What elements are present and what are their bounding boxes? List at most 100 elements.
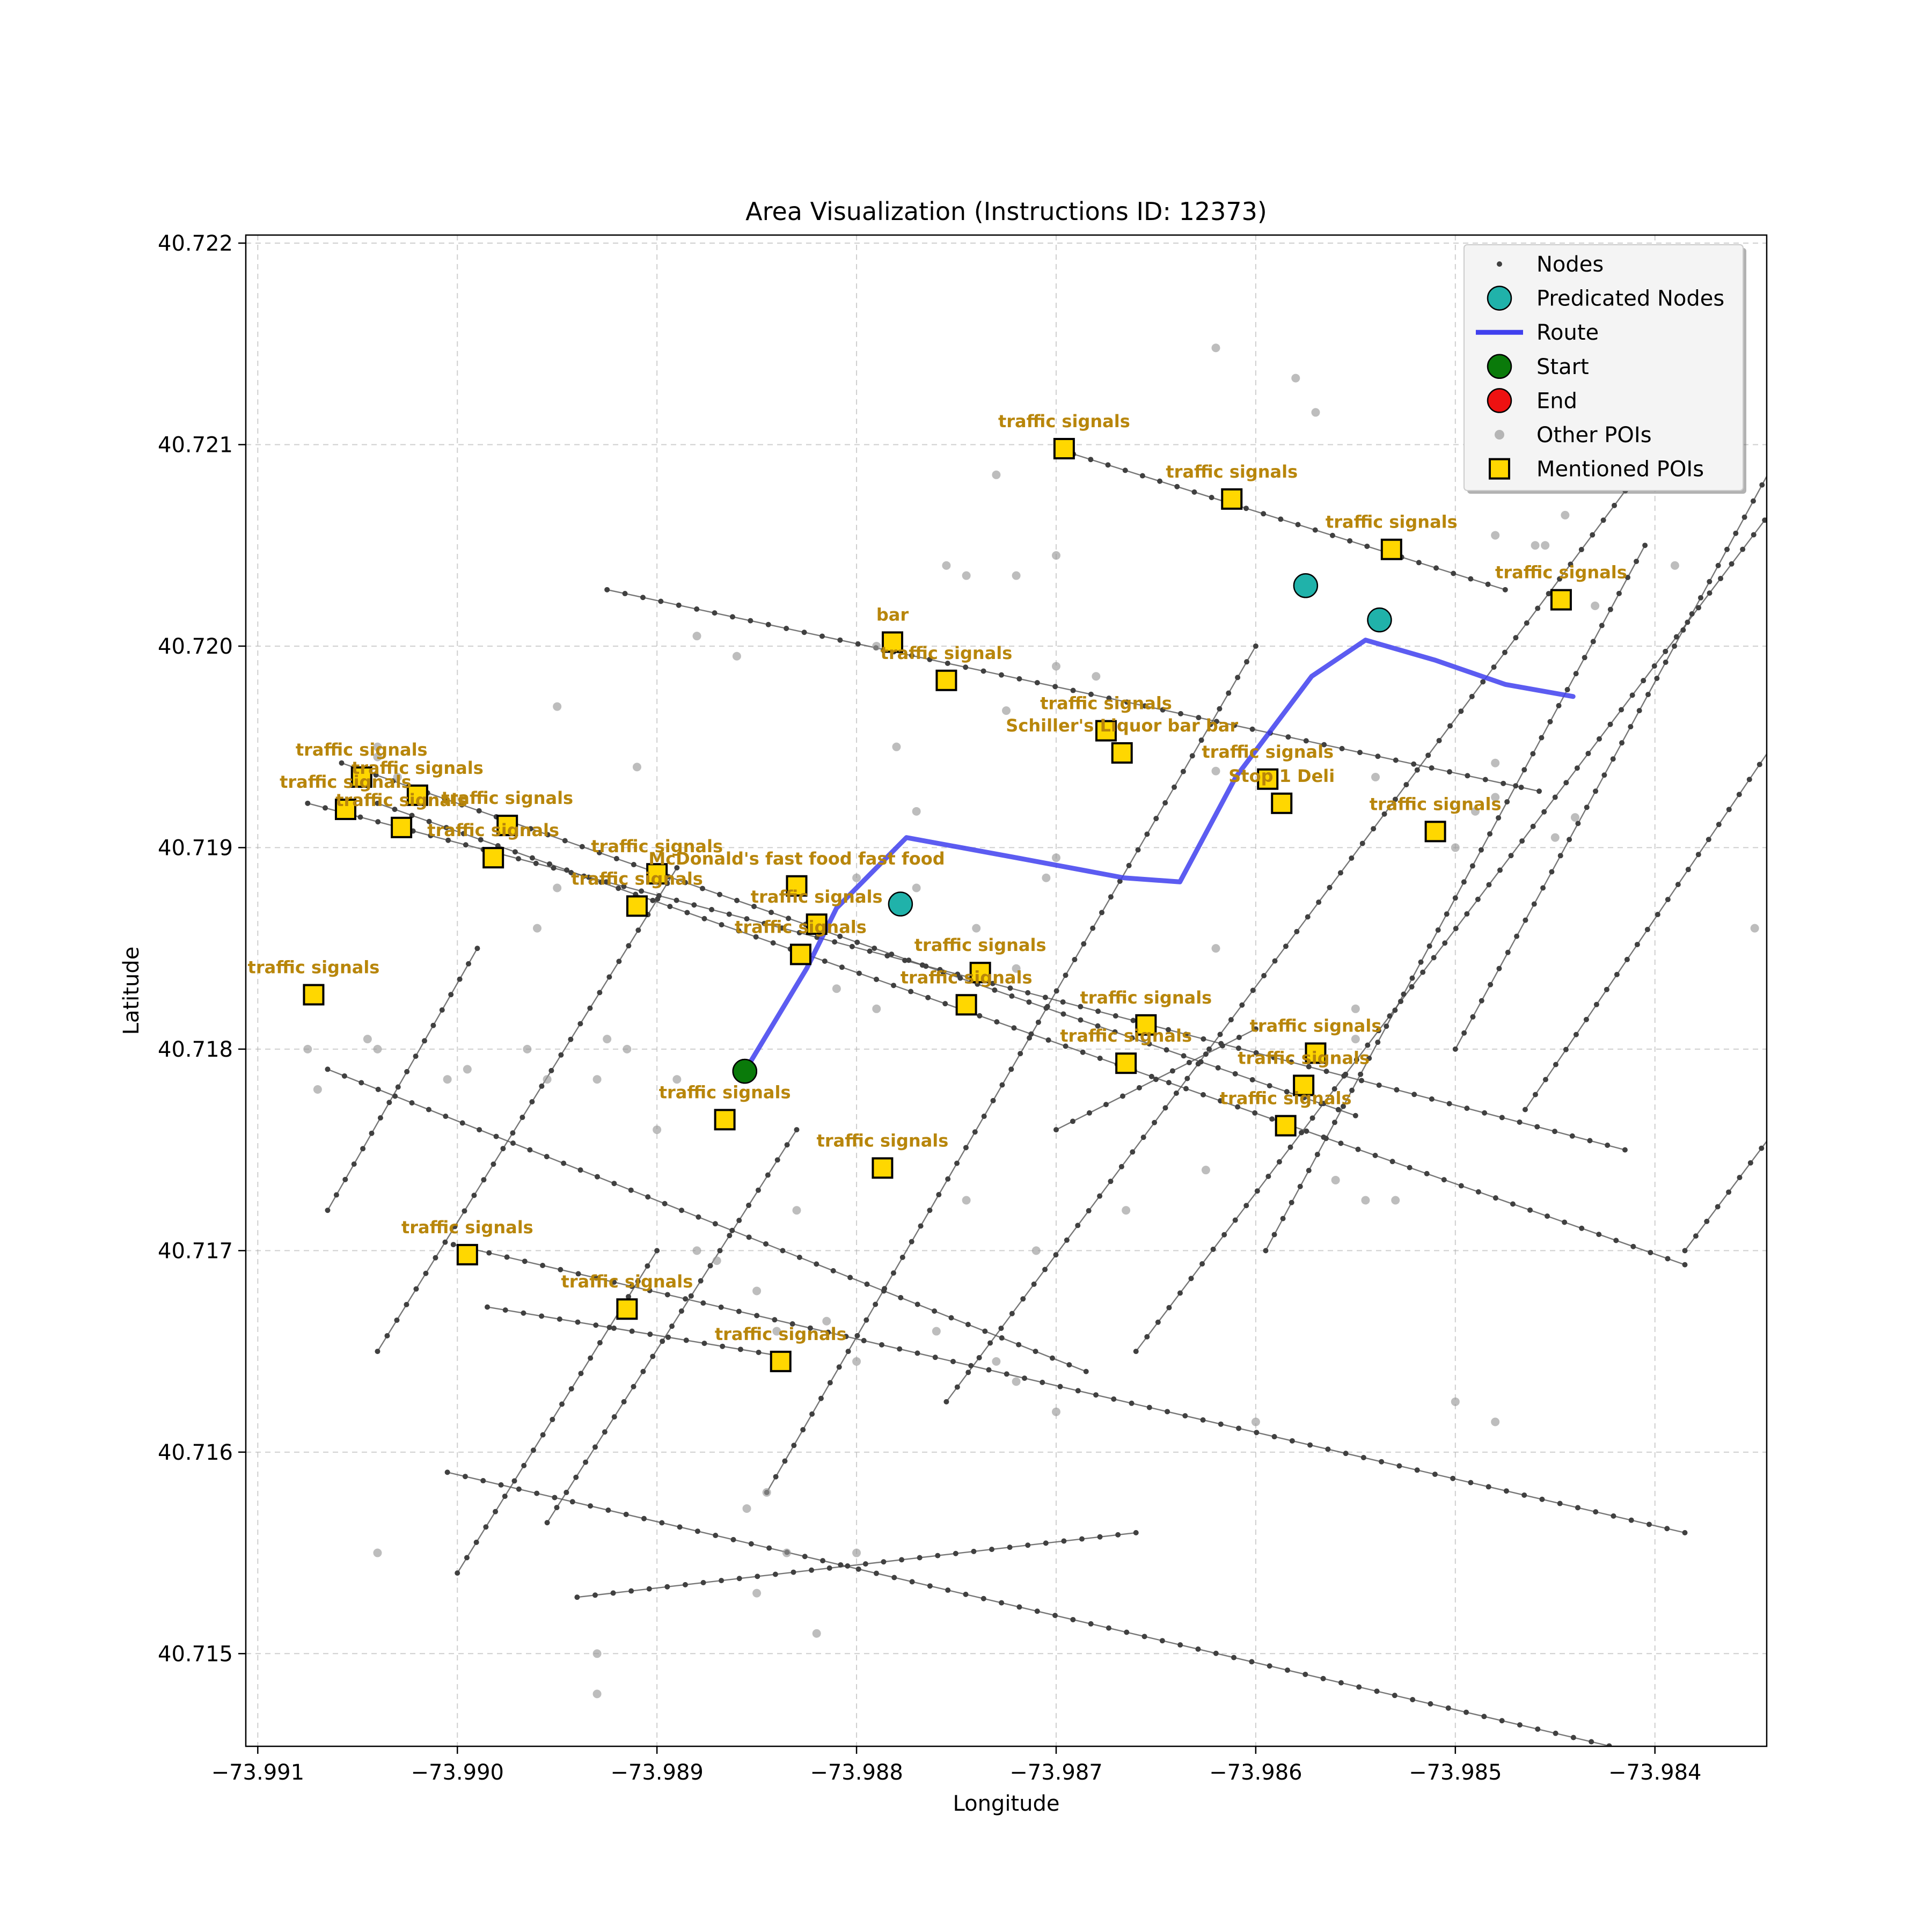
other-poi-point xyxy=(852,873,861,882)
node-point xyxy=(573,1474,579,1480)
node-point xyxy=(1066,1362,1072,1368)
node-point xyxy=(1729,561,1735,567)
node-point xyxy=(1139,473,1145,479)
node-point xyxy=(1018,1051,1023,1057)
node-point xyxy=(1450,1475,1456,1481)
node-point xyxy=(1445,1705,1451,1711)
street-segment xyxy=(447,1472,1614,1746)
node-point xyxy=(729,1227,735,1233)
node-point xyxy=(616,958,622,964)
node-point xyxy=(1203,1051,1209,1057)
other-poi-point xyxy=(832,984,841,993)
node-point xyxy=(1665,897,1671,903)
node-point xyxy=(474,946,480,952)
node-point xyxy=(1174,484,1180,489)
node-point xyxy=(1106,695,1112,701)
node-point xyxy=(989,1547,995,1553)
node-point xyxy=(1034,680,1040,686)
node-point xyxy=(1534,1124,1540,1130)
node-point xyxy=(1750,498,1756,504)
node-point xyxy=(1177,1642,1183,1648)
node-point xyxy=(1124,1629,1130,1635)
node-point xyxy=(1289,1059,1294,1065)
node-point xyxy=(588,1355,594,1361)
predicated-node xyxy=(888,891,913,917)
node-point xyxy=(822,958,828,964)
node-point xyxy=(1295,522,1301,528)
mentioned-poi-marker xyxy=(770,1350,792,1372)
legend-mentioned-swatch xyxy=(1489,458,1510,480)
node-point xyxy=(932,1308,938,1314)
node-point xyxy=(999,1600,1005,1606)
node-point xyxy=(611,1325,617,1331)
node-point xyxy=(645,1263,650,1269)
node-point xyxy=(1142,703,1148,709)
node-point xyxy=(1762,517,1767,523)
node-point xyxy=(1309,1115,1315,1121)
node-point xyxy=(1740,546,1746,552)
node-point xyxy=(1007,985,1013,991)
node-point xyxy=(698,1278,704,1284)
node-point xyxy=(493,1509,499,1514)
node-point xyxy=(1130,1149,1136,1155)
node-point xyxy=(770,940,776,946)
node-point xyxy=(486,1250,492,1256)
node-point xyxy=(1535,605,1541,611)
x-tick-label: −73.987 xyxy=(1009,1760,1102,1785)
mentioned-poi-label: McDonald's fast food fast food xyxy=(648,848,945,869)
node-point xyxy=(611,1414,617,1420)
other-poi-point xyxy=(1012,1377,1021,1386)
node-point xyxy=(392,1093,398,1099)
node-point xyxy=(1470,1014,1476,1020)
node-point xyxy=(1331,1119,1337,1125)
node-point xyxy=(1590,639,1596,645)
other-poi-point xyxy=(1211,944,1220,953)
node-point xyxy=(1485,581,1491,587)
node-point xyxy=(1294,928,1300,934)
node-point xyxy=(1208,721,1213,727)
node-point xyxy=(1254,1430,1260,1436)
node-point xyxy=(990,1097,996,1103)
other-poi-point xyxy=(732,652,741,661)
node-point xyxy=(854,939,860,945)
node-point xyxy=(1685,619,1690,625)
node-point xyxy=(530,1447,536,1453)
node-point xyxy=(677,1524,683,1530)
node-point xyxy=(1078,1017,1084,1023)
node-point xyxy=(845,1349,851,1355)
mentioned-poi-label: bar xyxy=(876,604,909,625)
node-point xyxy=(1545,1213,1550,1219)
node-point xyxy=(1673,634,1679,640)
node-point xyxy=(1033,1349,1038,1355)
node-point xyxy=(1323,1136,1329,1141)
node-point xyxy=(884,953,890,958)
node-point xyxy=(994,1019,1000,1025)
x-tick-label: −73.986 xyxy=(1209,1760,1302,1785)
node-point xyxy=(384,1333,390,1339)
node-point xyxy=(1619,707,1624,713)
node-point xyxy=(375,800,380,806)
node-point xyxy=(1235,1104,1241,1110)
node-point xyxy=(1475,896,1481,902)
node-point xyxy=(1680,627,1686,633)
node-point xyxy=(305,800,311,806)
mentioned-poi-label: traffic signals xyxy=(998,411,1130,431)
node-point xyxy=(577,1167,583,1173)
node-point xyxy=(1253,643,1258,649)
node-point xyxy=(558,1052,564,1058)
node-point xyxy=(510,1130,516,1136)
node-point xyxy=(480,1478,486,1484)
node-point xyxy=(1108,894,1114,900)
node-point xyxy=(1431,955,1437,961)
node-point xyxy=(700,1580,706,1586)
axis-ticks: −73.991 −73.990 −73.989 −73.988 −73.987 −73.9… xyxy=(158,231,1701,1785)
node-point xyxy=(342,1176,348,1182)
node-point xyxy=(889,952,895,957)
other-poi-point xyxy=(852,1548,861,1557)
node-point xyxy=(774,1157,780,1163)
node-point xyxy=(1035,1019,1041,1025)
node-point xyxy=(534,1490,540,1496)
node-point xyxy=(551,865,557,871)
y-axis-label: Latitude xyxy=(119,947,144,1035)
legend-node-swatch xyxy=(1497,261,1502,267)
